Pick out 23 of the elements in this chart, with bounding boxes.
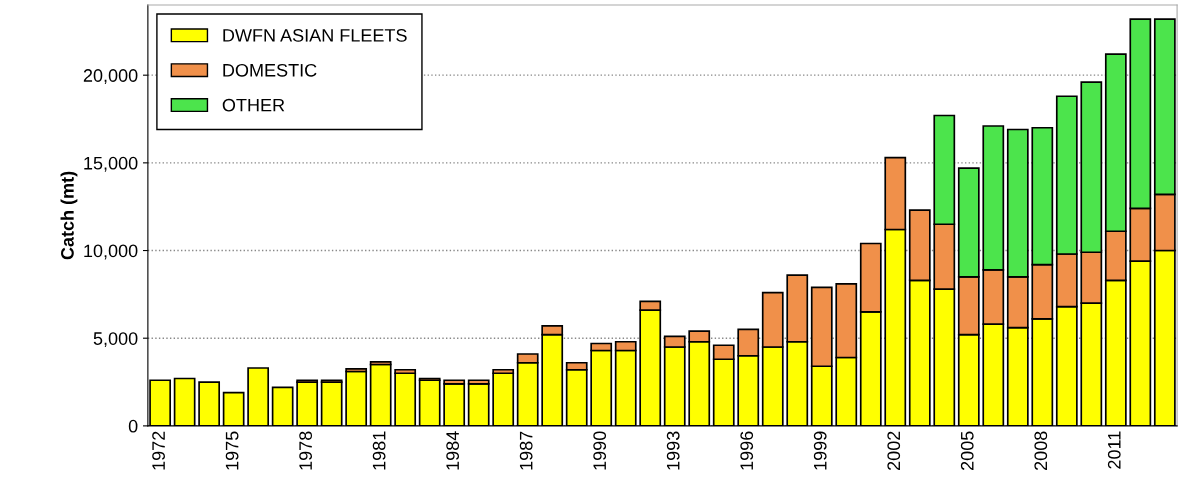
x-tick-label: 1999 <box>813 431 827 470</box>
y-tick-label: 5,000 <box>93 332 138 348</box>
y-tick-label: 20,000 <box>83 69 138 85</box>
x-tick-label: 1987 <box>519 431 533 470</box>
y-tick-label: 0 <box>128 419 138 433</box>
y-axis-title: Catch (mt) <box>60 171 78 260</box>
x-tick-label: 2002 <box>887 431 901 470</box>
y-tick-label: 10,000 <box>84 244 138 260</box>
legend-label: OTHER <box>222 98 285 112</box>
x-tick-label: 1981 <box>372 431 386 470</box>
x-tick-label: 2008 <box>1034 431 1048 470</box>
legend-label: DOMESTIC <box>223 63 317 77</box>
x-tick-label: 1993 <box>666 431 680 470</box>
x-tick-label: 1978 <box>299 431 312 470</box>
y-tick-label: 15,000 <box>84 156 138 172</box>
x-tick-label: 1984 <box>446 431 460 470</box>
x-tick-label: 2011 <box>1107 431 1121 469</box>
x-tick-label: 1996 <box>740 431 754 470</box>
legend-label: DWFN ASIAN FLEETS <box>223 28 407 42</box>
x-tick-label: 2005 <box>960 431 974 470</box>
x-tick-label: 1972 <box>152 431 165 470</box>
x-tick-label: 1975 <box>225 431 239 470</box>
x-tick-label: 1990 <box>593 431 607 470</box>
